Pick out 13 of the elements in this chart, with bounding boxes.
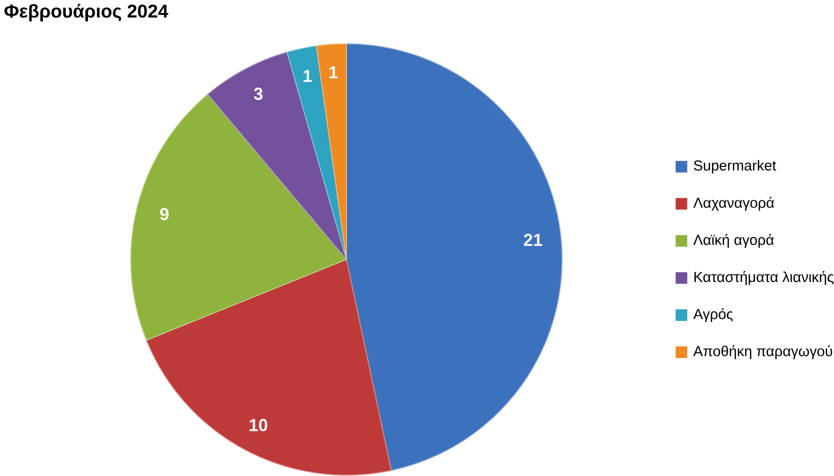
data-label: 3 (254, 88, 263, 100)
data-label: 1 (330, 66, 338, 79)
data-label: 1 (304, 70, 312, 82)
legend-label: Λαϊκή αγορά (693, 234, 774, 248)
data-label: 21 (524, 234, 542, 246)
legend-label: Supermarket (694, 160, 776, 174)
legend-label: Αγρός (693, 308, 733, 322)
legend-label: Καταστήματα λιανικής (694, 271, 834, 286)
legend-label: Αποθήκη παραγωγού (693, 345, 832, 360)
legend-label: Λαχαναγορά (693, 197, 774, 211)
data-label: 10 (250, 419, 268, 432)
data-label: 9 (160, 208, 169, 220)
chart-title: Φεβρουάριος 2024 (4, 4, 168, 22)
